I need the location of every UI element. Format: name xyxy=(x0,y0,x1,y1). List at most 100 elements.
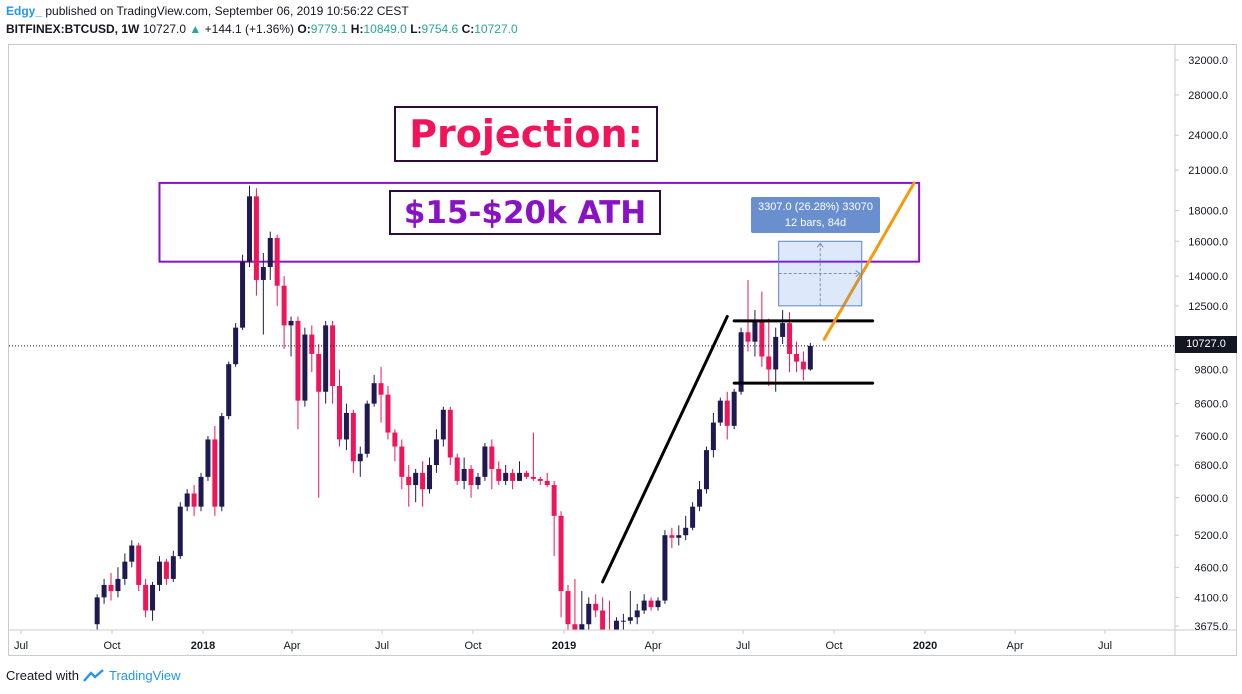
candle-body xyxy=(759,320,765,357)
candle-body xyxy=(94,597,100,625)
candle-body xyxy=(800,361,806,370)
candle-body xyxy=(503,472,509,481)
high-value: 10849.0 xyxy=(363,22,407,36)
candle-body xyxy=(420,472,426,490)
candle-body xyxy=(413,472,419,486)
y-axis-tick-label: 6800.0 xyxy=(1194,460,1228,472)
candle-body xyxy=(101,584,107,598)
trend-line xyxy=(822,181,916,341)
candle-body xyxy=(184,493,190,507)
candle-body xyxy=(350,412,356,462)
candle-body xyxy=(302,334,308,401)
low-label: L: xyxy=(410,22,422,36)
candle-body xyxy=(281,285,287,326)
x-axis-tick-label: Jul xyxy=(736,640,750,652)
x-axis-tick-label: Apr xyxy=(1007,640,1024,652)
open-label: O: xyxy=(297,22,311,36)
footer: Created with TradingView xyxy=(6,668,181,683)
y-axis-tick-label: 12500.0 xyxy=(1188,301,1228,313)
candle-body xyxy=(683,527,689,536)
candle-body xyxy=(240,261,246,328)
candle-body xyxy=(150,584,156,611)
candle-body xyxy=(170,556,176,579)
tradingview-link[interactable]: TradingView xyxy=(108,668,181,683)
y-axis-tick-label: 4600.0 xyxy=(1194,562,1228,574)
measure-tooltip: 3307.0 (26.28%) 33070 12 bars, 84d xyxy=(751,197,880,233)
candle-body xyxy=(440,409,446,440)
candle-body xyxy=(260,267,266,280)
y-axis-tick-label: 21000.0 xyxy=(1188,165,1228,177)
symbol-label: BITFINEX:BTCUSD, 1W xyxy=(6,22,140,36)
candle-body xyxy=(108,584,114,592)
up-arrow-icon: ▲ xyxy=(189,22,202,36)
y-axis-tick-label: 14000.0 xyxy=(1188,271,1228,283)
candle-body xyxy=(385,394,391,433)
candle-body xyxy=(392,432,398,447)
candle-body xyxy=(648,600,654,608)
last-price: 10727.0 xyxy=(142,22,187,36)
candle-body xyxy=(364,403,370,454)
candle-body xyxy=(136,545,142,585)
candle-body xyxy=(468,468,474,486)
candle-body xyxy=(565,591,571,625)
candle-body xyxy=(475,476,481,486)
candle-body xyxy=(143,584,149,611)
candle-body xyxy=(641,600,647,611)
price-change: +144.1 (+1.36%) xyxy=(204,22,295,36)
publish-line: Edgy_ published on TradingView.com, Sept… xyxy=(6,4,409,18)
candle-body xyxy=(766,356,772,370)
y-axis-tick-label: 6000.0 xyxy=(1194,493,1228,505)
candle-body xyxy=(807,345,813,370)
candle-body xyxy=(544,480,550,486)
x-axis-tick-label: Jul xyxy=(1098,640,1112,652)
measure-line-2: 12 bars, 84d xyxy=(784,217,847,229)
current-price-tag: 10727.0 xyxy=(1175,336,1237,353)
candle-body xyxy=(489,446,495,469)
candle-body xyxy=(433,439,439,466)
candle-body xyxy=(226,364,232,417)
y-axis-tick-label: 8600.0 xyxy=(1194,399,1228,411)
candle-body xyxy=(710,422,716,451)
x-axis-tick-label: 2018 xyxy=(191,640,215,652)
candle-body xyxy=(337,386,342,440)
candle-body xyxy=(163,561,169,579)
candle-body xyxy=(579,624,585,630)
candle-body xyxy=(115,578,121,592)
candle-body xyxy=(662,535,668,601)
x-axis-tick-label: Jul xyxy=(375,640,389,652)
candle-body xyxy=(482,446,488,477)
candle-body xyxy=(177,506,183,557)
y-axis-tick-label: 28000.0 xyxy=(1188,90,1228,102)
candle-body xyxy=(745,332,751,342)
x-axis-tick-label: Jul xyxy=(14,640,28,652)
candle-body xyxy=(371,383,377,404)
candle-body xyxy=(627,617,633,621)
published-text: published on TradingView.com, September … xyxy=(45,4,409,18)
y-axis-tick-label: 16000.0 xyxy=(1188,236,1228,248)
x-axis-tick-label: 2019 xyxy=(552,640,576,652)
candle-body xyxy=(406,476,412,486)
candle-body xyxy=(738,332,744,392)
ohlc-line: BITFINEX:BTCUSD, 1W 10727.0 ▲ +144.1 (+1… xyxy=(6,22,518,36)
projection-title: Projection: xyxy=(394,106,658,162)
candle-body xyxy=(523,472,529,477)
candle-body xyxy=(537,478,543,481)
candle-body xyxy=(253,196,259,280)
x-axis-tick-label: Oct xyxy=(464,640,481,652)
candle-body xyxy=(330,325,336,387)
candle-body xyxy=(780,323,786,337)
candle-body xyxy=(212,439,218,507)
x-axis-tick-label: Apr xyxy=(644,640,661,652)
candle-body xyxy=(793,353,799,362)
author-name[interactable]: Edgy_ xyxy=(6,4,43,18)
candle-body xyxy=(572,624,578,630)
candle-body xyxy=(274,238,280,286)
candle-body xyxy=(295,320,301,401)
y-axis-tick-label: 24000.0 xyxy=(1188,130,1228,142)
ath-target-label: $15-$20k ATH xyxy=(389,190,661,235)
candle-body xyxy=(724,400,730,426)
candle-body xyxy=(703,450,709,490)
low-value: 9754.6 xyxy=(421,22,459,36)
y-axis-tick-label: 9800.0 xyxy=(1194,364,1228,376)
